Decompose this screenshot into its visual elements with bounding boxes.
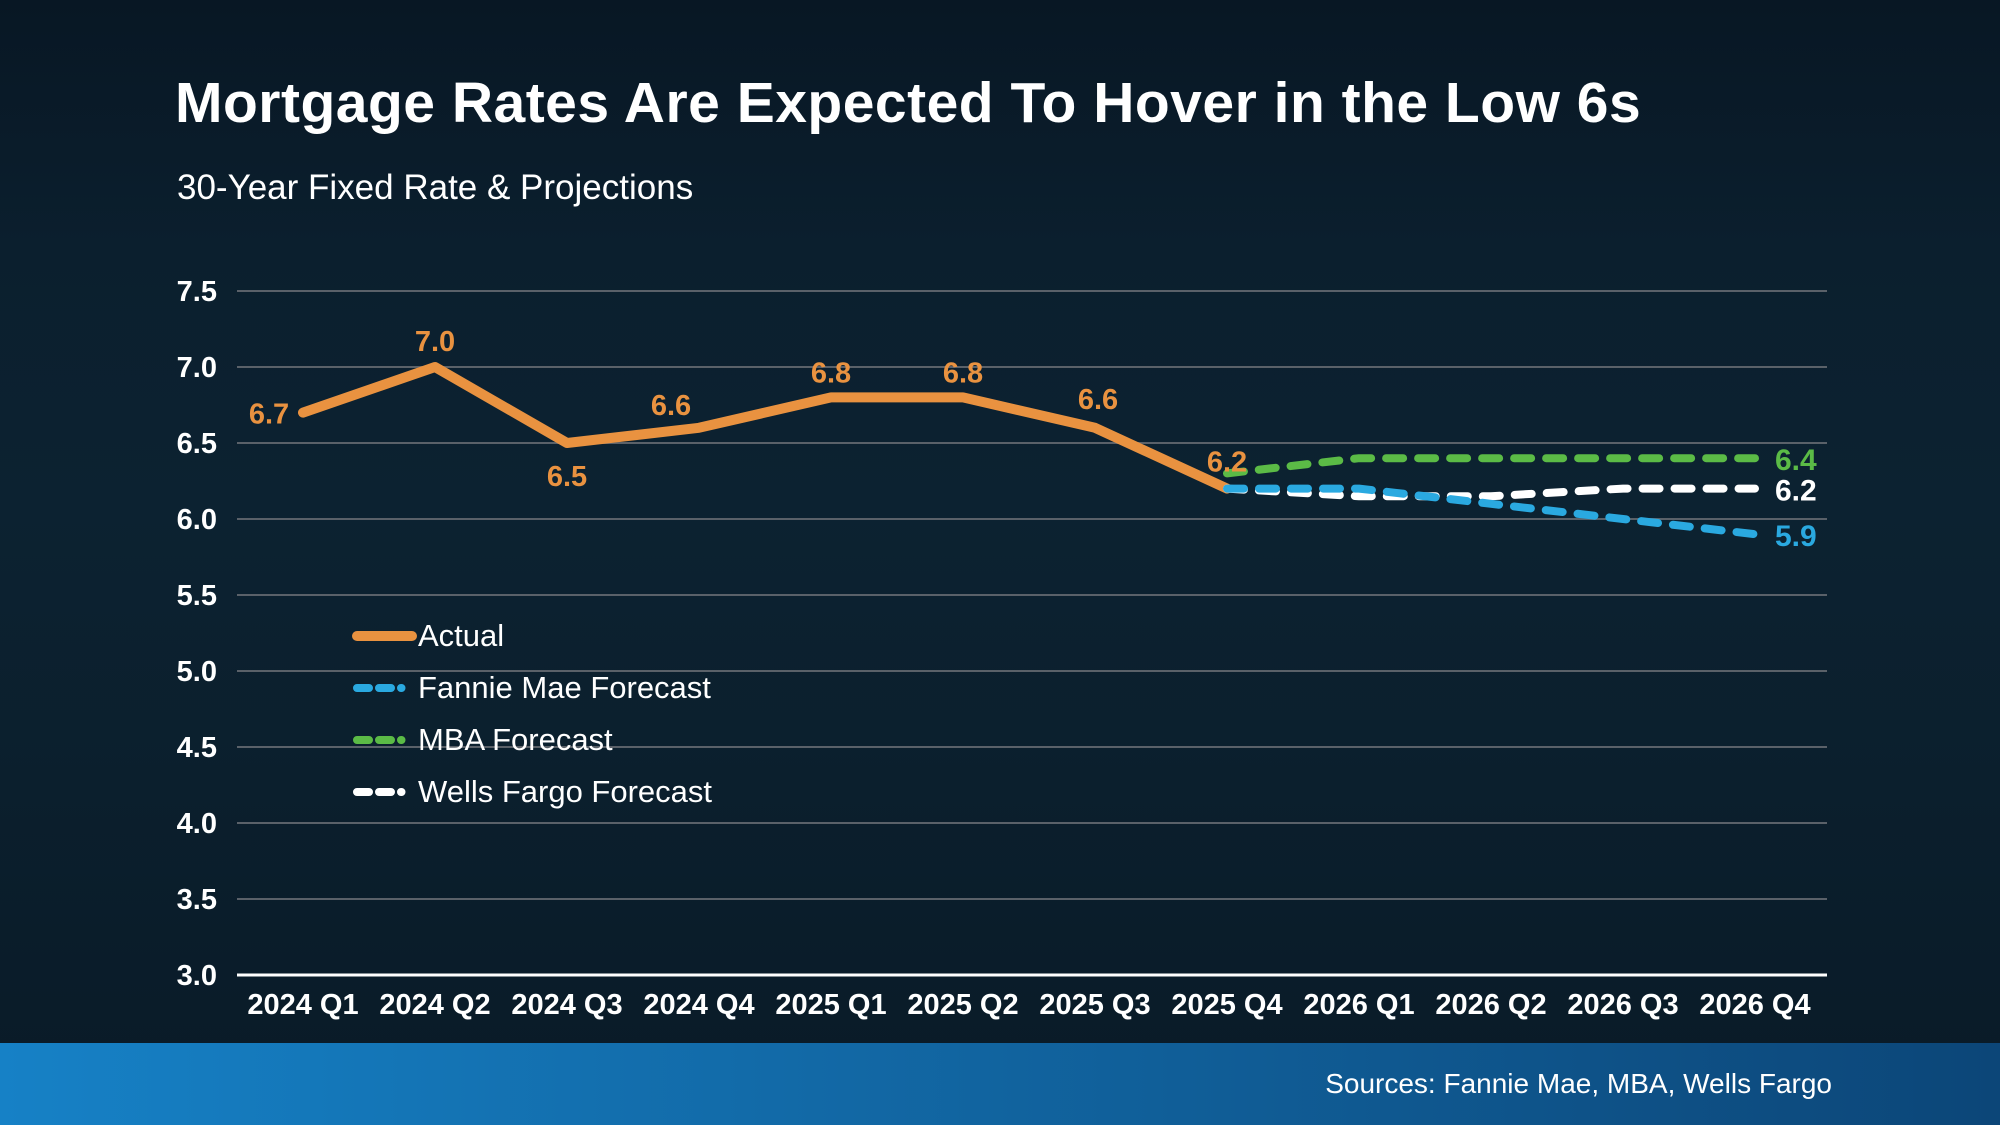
y-axis-tick-label: 7.5 [177,276,217,308]
end-label-wells-fargo-forecast: 6.2 [1775,475,1817,508]
y-axis-tick-label: 6.0 [177,504,217,536]
y-axis-tick-label: 5.0 [177,656,217,688]
source-note: Sources: Fannie Mae, MBA, Wells Fargo [1325,1068,1832,1099]
footer-bar: Sources: Fannie Mae, MBA, Wells Fargo [0,1043,2000,1125]
chart-legend: Actual Fannie Mae Forecast MBA Forecast Wel… [352,610,712,818]
y-axis-tick-label: 6.5 [177,428,217,460]
y-axis-tick-label: 4.5 [177,732,217,764]
series-line-mba-forecast [1223,454,1759,478]
legend-label: MBA Forecast [418,722,613,757]
legend-label: Fannie Mae Forecast [418,670,711,705]
legend-label: Actual [418,618,505,653]
page-title: Mortgage Rates Are Expected To Hover in … [175,71,1642,135]
actual-point-label: 6.2 [1207,447,1247,479]
x-axis-tick-label: 2025 Q4 [1171,989,1282,1021]
y-axis-tick-label: 3.5 [177,884,217,916]
y-axis-tick-label: 7.0 [177,352,217,384]
series-line-fannie-mae-forecast [1223,484,1759,539]
x-axis-tick-label: 2025 Q2 [907,989,1018,1021]
legend-label: Wells Fargo Forecast [418,774,713,809]
legend-swatch-actual [352,631,417,641]
x-axis-tick-label: 2025 Q3 [1039,989,1150,1021]
end-label-fannie-mae-forecast: 5.9 [1775,520,1817,553]
actual-point-label: 6.7 [249,399,289,431]
x-axis-tick-label: 2026 Q2 [1435,989,1546,1021]
legend-swatch-mba-forecast [353,736,416,744]
end-label-mba-forecast: 6.4 [1775,444,1817,477]
legend-swatch-wells-fargo-forecast [353,788,416,796]
x-axis-tick-label: 2026 Q3 [1567,989,1678,1021]
actual-point-label: 6.8 [811,357,851,389]
legend-swatch-fannie-mae-forecast [353,684,416,692]
legend-item-wells-fargo-forecast: Wells Fargo Forecast [352,766,712,818]
y-axis-tick-label: 5.5 [177,580,217,612]
actual-point-label: 6.6 [1078,384,1118,416]
x-axis-tick-label: 2026 Q4 [1699,989,1810,1021]
actual-point-label: 7.0 [415,326,455,358]
series-line-wells-fargo-forecast [1223,484,1759,501]
x-axis-tick-label: 2025 Q1 [775,989,886,1021]
actual-point-label: 6.8 [943,357,983,389]
x-axis-tick-label: 2024 Q4 [643,989,754,1021]
actual-point-label: 6.6 [651,390,691,422]
legend-item-mba-forecast: MBA Forecast [352,714,712,766]
legend-item-fannie-mae-forecast: Fannie Mae Forecast [352,662,712,714]
x-axis-tick-label: 2024 Q2 [379,989,490,1021]
actual-point-label: 6.5 [547,461,587,493]
legend-item-actual: Actual [352,610,712,662]
page-subtitle: 30-Year Fixed Rate & Projections [177,168,694,207]
x-axis-tick-label: 2024 Q3 [511,989,622,1021]
y-axis-tick-label: 4.0 [177,808,217,840]
x-axis-tick-label: 2026 Q1 [1303,989,1414,1021]
series-line-actual [298,362,1232,494]
y-axis-tick-label: 3.0 [177,960,217,992]
x-axis-tick-label: 2024 Q1 [247,989,358,1021]
